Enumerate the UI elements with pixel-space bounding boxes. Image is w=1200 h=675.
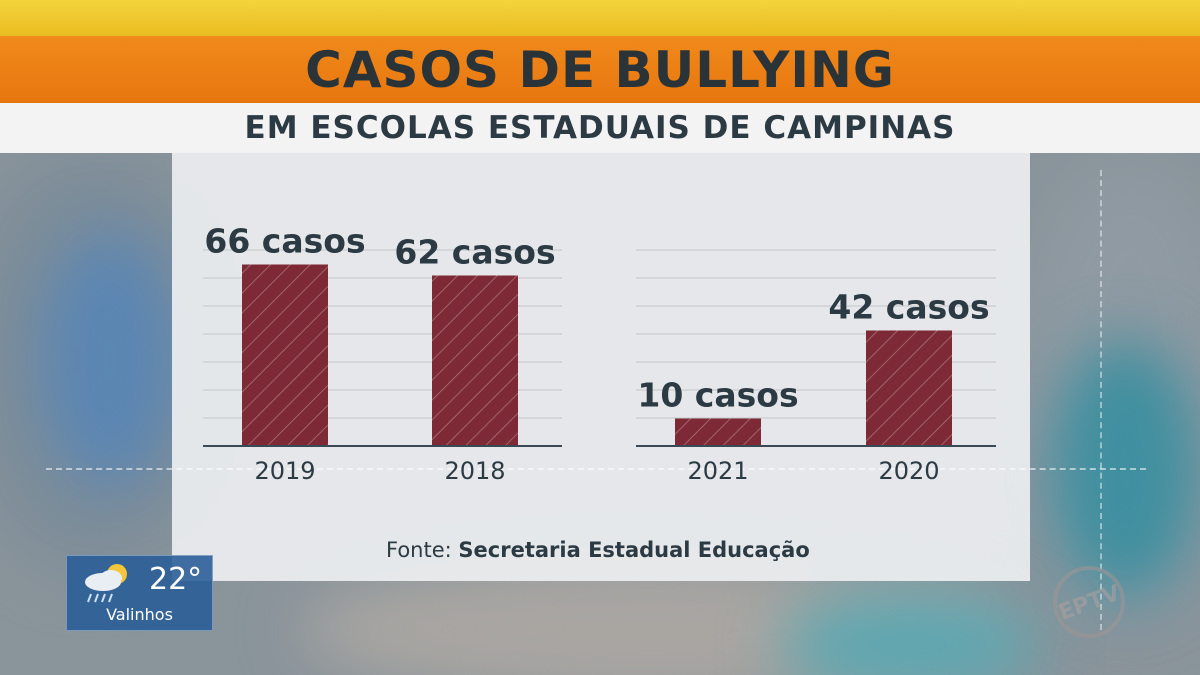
dashed-guide-horizontal [46, 468, 1146, 470]
source-note: Fonte: Secretaria Estadual Educação [386, 538, 810, 562]
tick-label-2019: 2019 [254, 457, 315, 485]
data-label-2020: 42 casos [828, 288, 989, 327]
source-name: Secretaria Estadual Educação [458, 538, 810, 562]
logo-text: EPTV [1056, 581, 1124, 626]
rain-cloud-sun-icon [85, 564, 127, 603]
tick-label-2018: 2018 [444, 457, 505, 485]
bar-hatch-2019 [242, 264, 328, 446]
eptv-logo: EPTV [1053, 566, 1125, 638]
bar-hatch-2020 [866, 330, 952, 446]
weather-widget: 22° Valinhos [66, 555, 213, 631]
tick-label-2021: 2021 [687, 457, 748, 485]
top-accent-bar [0, 0, 1200, 36]
bar-chart-2: 10 casos 2021 42 casos 2020 [636, 249, 996, 485]
source-prefix: Fonte: [386, 538, 452, 562]
data-label-2019: 66 casos [204, 222, 365, 261]
title-bar: CASOS DE BULLYING [0, 36, 1200, 103]
data-label-2018: 62 casos [394, 233, 555, 272]
weather-city: Valinhos [106, 605, 173, 624]
bar-hatch-2021 [675, 418, 761, 446]
bar-hatch-2018 [432, 275, 518, 446]
dashed-guide-vertical [1100, 170, 1102, 630]
chart-title: CASOS DE BULLYING [305, 40, 895, 99]
weather-temperature: 22° [149, 562, 203, 597]
bar-chart-1: 66 casos 2019 62 casos 2018 [203, 222, 562, 485]
chart-subtitle: EM ESCOLAS ESTADUAIS DE CAMPINAS [244, 110, 956, 146]
data-label-2021: 10 casos [637, 376, 798, 415]
tick-label-2020: 2020 [878, 457, 939, 485]
subtitle-bar: EM ESCOLAS ESTADUAIS DE CAMPINAS [0, 103, 1200, 153]
